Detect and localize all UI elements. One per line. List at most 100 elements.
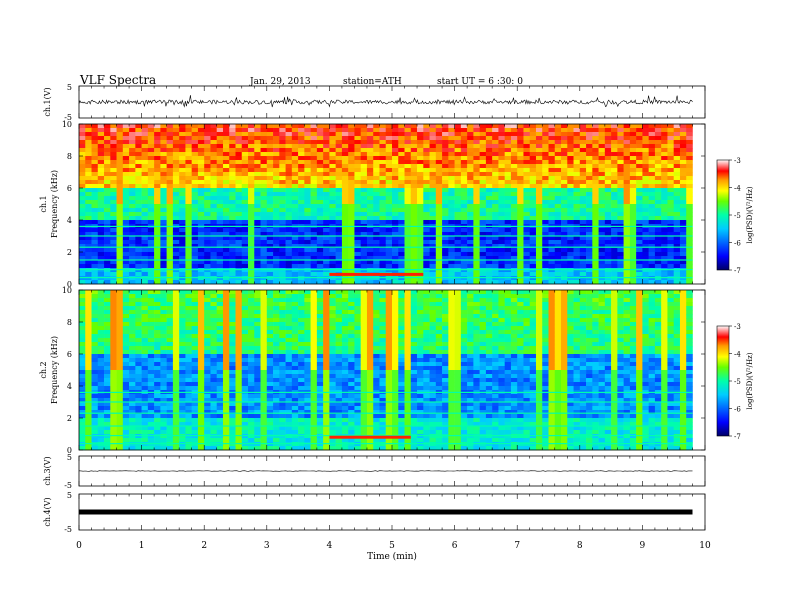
spectrogram-cell xyxy=(604,184,612,189)
spectrogram-cell xyxy=(435,140,443,145)
spectrogram-cell xyxy=(604,144,612,149)
spectrogram-cell xyxy=(467,156,474,161)
spectrogram-cell xyxy=(135,240,142,245)
spectrogram-cell xyxy=(310,212,318,217)
spectrogram-cell xyxy=(248,136,255,141)
spectrogram-cell xyxy=(298,152,305,157)
spectrogram-cell xyxy=(636,252,643,257)
spectrogram-cell xyxy=(216,252,224,257)
spectrogram-cell xyxy=(116,438,124,443)
spectrogram-cell xyxy=(448,244,455,249)
spectrogram-cell xyxy=(104,192,111,197)
spectrogram-cell xyxy=(498,280,505,285)
spectrogram-cell xyxy=(79,212,86,217)
spectrogram-cell xyxy=(216,204,224,209)
spectrogram-cell xyxy=(623,140,631,145)
spectrogram-cell xyxy=(197,330,205,335)
spectrogram-cell xyxy=(135,144,142,149)
spectrogram-cell xyxy=(172,188,180,193)
spectrogram-cell xyxy=(310,272,318,277)
spectrogram-cell xyxy=(673,240,681,245)
spectrogram-cell xyxy=(517,264,524,269)
spectrogram-cell xyxy=(435,180,443,185)
spectrogram-cell xyxy=(392,208,399,213)
spectrogram-cell xyxy=(147,148,155,153)
spectrogram-cell xyxy=(266,184,274,189)
spectrogram-cell xyxy=(479,248,487,253)
spectrogram-cell xyxy=(122,144,130,149)
spectrogram-cell xyxy=(116,426,124,431)
spectrogram-cell xyxy=(417,180,424,185)
spectrogram-cell xyxy=(529,144,537,149)
spectrogram-cell xyxy=(154,430,161,435)
spectrogram-cell xyxy=(147,350,155,355)
spectrogram-cell xyxy=(454,176,462,181)
spectrogram-cell xyxy=(266,220,274,225)
spectrogram-cell xyxy=(179,244,186,249)
spectrogram-cell xyxy=(492,232,499,237)
spectrogram-cell xyxy=(579,232,587,237)
spectrogram-cell xyxy=(642,168,649,173)
spectrogram-cell xyxy=(504,192,512,197)
spectrogram-cell xyxy=(79,152,86,157)
spectrogram-cell xyxy=(611,192,618,197)
spectrogram-cell xyxy=(179,370,186,375)
spectrogram-cell xyxy=(341,244,349,249)
spectrogram-cell xyxy=(122,212,130,217)
spectrogram-cell xyxy=(79,358,86,363)
spectrogram-cell xyxy=(366,184,374,189)
spectrogram-cell xyxy=(116,338,124,343)
spectrogram-cell xyxy=(241,200,249,205)
spectrogram-cell xyxy=(623,264,631,269)
spectrogram-cell xyxy=(285,152,293,157)
spectrogram-cell xyxy=(97,314,105,319)
spectrogram-cell xyxy=(266,248,274,253)
spectrogram-cell xyxy=(210,196,218,201)
spectrogram-cell xyxy=(686,176,693,181)
spectrogram-cell xyxy=(586,280,593,285)
spectrogram-cell xyxy=(97,410,105,415)
spectrogram-cell xyxy=(642,144,649,149)
spectrogram-cell xyxy=(360,172,368,177)
spectrogram-cell xyxy=(366,188,374,193)
spectrogram-cell xyxy=(679,256,687,261)
spectrogram-cell xyxy=(104,318,111,323)
spectrogram-cell xyxy=(79,290,86,295)
spectrogram-cell xyxy=(498,252,505,257)
spectrogram-cell xyxy=(97,180,105,185)
spectrogram-cell xyxy=(298,180,305,185)
spectrogram-cell xyxy=(460,252,468,257)
spectrogram-cell xyxy=(260,280,268,285)
spectrogram-cell xyxy=(373,228,380,233)
spectrogram-cell xyxy=(204,196,211,201)
spectrogram-cell xyxy=(241,136,249,141)
spectrogram-cell xyxy=(535,248,543,253)
spectrogram-cell xyxy=(604,172,612,177)
spectrogram-cell xyxy=(179,366,186,371)
spectrogram-cell xyxy=(611,148,618,153)
spectrogram-cell xyxy=(360,184,368,189)
spectrogram-cell xyxy=(341,172,349,177)
spectrogram-cell xyxy=(229,204,236,209)
spectrogram-cell xyxy=(129,326,136,331)
spectrogram-cell xyxy=(235,248,243,253)
spectrogram-cell xyxy=(97,128,105,133)
spectrogram-cell xyxy=(360,236,368,241)
spectrogram-cell xyxy=(310,144,318,149)
spectrogram-cell xyxy=(248,168,255,173)
spectrogram-cell xyxy=(185,132,192,137)
spectrogram-cell xyxy=(172,326,180,331)
spectrogram-cell xyxy=(473,124,480,129)
spectrogram-cell xyxy=(492,260,499,265)
spectrogram-cell xyxy=(586,184,593,189)
spectrogram-cell xyxy=(91,386,99,391)
spectrogram-cell xyxy=(554,128,562,133)
spectrogram-cell xyxy=(248,180,255,185)
spectrogram-cell xyxy=(154,192,161,197)
spectrogram-cell xyxy=(586,252,593,257)
spectrogram-cell xyxy=(460,216,468,221)
spectrogram-cell xyxy=(135,346,142,351)
spectrogram-cell xyxy=(310,264,318,269)
spectrogram-cell xyxy=(567,160,574,165)
spectrogram-cell xyxy=(210,172,218,177)
